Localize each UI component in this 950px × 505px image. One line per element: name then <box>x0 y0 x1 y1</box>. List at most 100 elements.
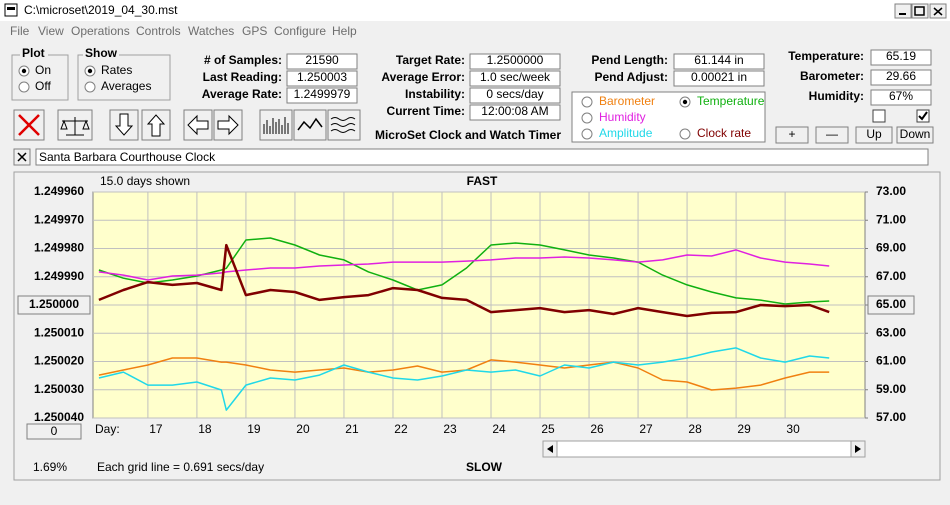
field-value: 67% <box>889 89 913 103</box>
y2-tick-label: 69.00 <box>876 241 906 255</box>
x-tick-label: 26 <box>590 422 604 436</box>
minimize-button[interactable] <box>894 3 912 19</box>
remove-watch-icon <box>17 152 27 162</box>
y-tick-label: 1.249970 <box>34 212 84 226</box>
maximize-glyph <box>914 6 925 16</box>
watch-name: Santa Barbara Courthouse Clock <box>39 150 216 164</box>
menu-item[interactable]: View <box>38 24 64 38</box>
fast-label: FAST <box>467 174 498 188</box>
y2-tick-label: 65.00 <box>876 297 906 311</box>
field-label: Temperature: <box>788 49 864 63</box>
y-tick-label: 1.250010 <box>34 325 84 339</box>
field-label: Pend Adjust: <box>594 70 668 84</box>
zoom-button[interactable] <box>26 423 82 440</box>
sensor-label: Amplitude <box>599 126 653 140</box>
y-tick-label: 1.250020 <box>34 354 84 368</box>
right-icon <box>217 114 239 136</box>
toolbar <box>13 109 361 141</box>
field-value: 12:00:08 AM <box>481 104 548 118</box>
field-value: 1.250003 <box>297 70 347 84</box>
series-line <box>98 237 830 305</box>
y-tick-label: 1.250000 <box>29 297 79 311</box>
day-label: Day: <box>95 422 120 436</box>
menu-item[interactable]: File <box>10 24 30 38</box>
field-box <box>870 49 932 66</box>
group-box <box>77 54 171 101</box>
field-box <box>469 70 561 87</box>
x-tick-label: 29 <box>737 422 751 436</box>
menu-item[interactable]: Watches <box>188 24 234 38</box>
watch-name-field[interactable] <box>35 148 929 166</box>
multiwave-button[interactable] <box>327 109 361 141</box>
button-label: + <box>788 127 795 141</box>
x-tick-label: 23 <box>443 422 457 436</box>
group-label-bg <box>20 47 48 61</box>
menu-item[interactable]: Operations <box>71 24 130 38</box>
radio-button[interactable] <box>679 128 691 140</box>
field-label: Average Rate: <box>202 87 282 101</box>
field-value: 0.00021 in <box>691 70 747 84</box>
menu-item[interactable]: Controls <box>136 24 181 38</box>
radio-button[interactable] <box>581 112 593 124</box>
sensor-label: Barometer <box>599 94 655 108</box>
window-controls <box>894 3 947 19</box>
y2-tick-label: 59.00 <box>876 382 906 396</box>
y2-tick-label: 57.00 <box>876 410 906 424</box>
field-box <box>286 87 358 104</box>
button[interactable] <box>775 126 809 144</box>
field-value: 21590 <box>305 53 339 67</box>
scroll-right-glyph <box>855 445 861 453</box>
radio-button[interactable] <box>18 81 30 93</box>
field-box <box>469 53 561 70</box>
y-tick-label: 1.250040 <box>34 410 84 424</box>
radio-label: Averages <box>101 79 151 93</box>
field-value: 1.2499979 <box>294 87 351 101</box>
radio-dot <box>21 68 27 74</box>
button[interactable] <box>896 126 934 144</box>
group-label: Plot <box>22 46 45 60</box>
left-icon <box>187 114 209 136</box>
window-title: C:\microset\2019_04_30.mst <box>24 3 178 17</box>
radio-button[interactable] <box>581 128 593 140</box>
button[interactable] <box>815 126 849 144</box>
x-tick-label: 25 <box>541 422 555 436</box>
scrollbar[interactable] <box>542 440 866 458</box>
field-value: 65.19 <box>886 49 916 63</box>
radio-dot <box>682 99 688 105</box>
menu-item[interactable]: Help <box>332 24 357 38</box>
sensor-label: Humidity <box>599 110 646 124</box>
field-box <box>469 104 561 121</box>
y2-tick-label: 61.00 <box>876 354 906 368</box>
y-tick-label: 1.250030 <box>34 382 84 396</box>
field-box <box>673 53 765 70</box>
axis-button[interactable] <box>867 295 915 315</box>
y-tick-label: 1.249980 <box>34 241 84 255</box>
checkbox[interactable] <box>872 109 886 123</box>
field-value: 29.66 <box>886 69 916 83</box>
checkmark <box>918 111 928 121</box>
multiwave-icon <box>330 117 356 133</box>
radio-label: Rates <box>101 63 132 77</box>
grid-footer: Each grid line = 0.691 secs/day <box>97 460 264 474</box>
radio-label: Off <box>35 79 51 93</box>
menu-item[interactable]: GPS <box>242 24 267 38</box>
radio-button[interactable] <box>581 96 593 108</box>
x-tick-label: 24 <box>492 422 506 436</box>
radio-button[interactable] <box>84 81 96 93</box>
y2-tick-label: 73.00 <box>876 184 906 198</box>
x-tick-label: 18 <box>198 422 212 436</box>
series-line <box>98 357 830 391</box>
y2-tick-label: 67.00 <box>876 269 906 283</box>
axis-button[interactable] <box>17 295 91 315</box>
sensor-label: Clock rate <box>697 126 751 140</box>
x-tick-label: 22 <box>394 422 408 436</box>
button[interactable] <box>855 126 893 144</box>
y-tick-label: 1.249990 <box>34 269 84 283</box>
sensor-box <box>571 91 766 143</box>
y2-tick-label: 63.00 <box>876 325 906 339</box>
up-icon <box>146 114 166 137</box>
y-tick-label: 1.249960 <box>34 184 84 198</box>
menu-item[interactable]: Configure <box>274 24 326 38</box>
field-label: Target Rate: <box>396 53 465 67</box>
